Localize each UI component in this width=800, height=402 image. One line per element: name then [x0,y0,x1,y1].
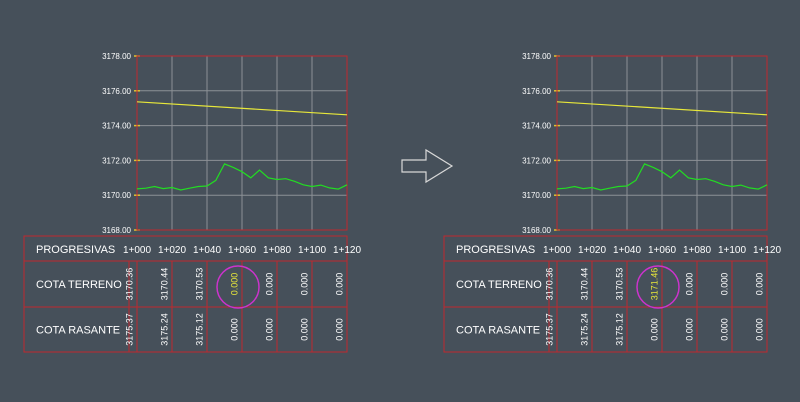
terreno-line [136,163,348,191]
x-tick-label: 1+000 [543,245,572,256]
terreno-value: 3170.36 [544,268,554,301]
terreno-value: 3171.46 [649,268,659,301]
x-tick-label: 1+000 [123,245,152,256]
table-row-label: COTA RASANTE [456,325,540,337]
highlight-circle [636,265,680,309]
rasante-value: 3175.24 [159,313,169,346]
rasante-line [556,101,768,116]
x-tick-label: 1+040 [613,245,642,256]
terreno-value: 3170.53 [614,268,624,301]
y-tick-label: 3170.00 [102,191,131,200]
terreno-value: 0.000 [684,273,694,296]
rasante-value: 3175.12 [194,313,204,346]
y-tick-label: 3176.00 [522,87,551,96]
profile-panel-before: 3168.00 3170.00 3172.00 3174.00 3176.00 3178.… [23,52,362,353]
rasante-value: 0.000 [334,318,344,341]
terreno-value: 3170.36 [124,268,134,301]
highlight-circle [216,265,260,309]
rasante-value: 0.000 [754,318,764,341]
terreno-value: 0.000 [719,273,729,296]
y-tick-label: 3168.00 [102,226,131,235]
terreno-value: 3170.53 [194,268,204,301]
rasante-value: 0.000 [264,318,274,341]
right-arrow-icon [401,148,454,184]
x-tick-label: 1+100 [298,245,327,256]
table-row-label: PROGRESIVAS [36,244,115,256]
terreno-value: 3170.44 [579,268,589,301]
y-tick-label: 3174.00 [522,122,551,131]
rasante-value: 3175.37 [544,313,554,346]
x-tick-label: 1+120 [753,245,782,256]
rasante-value: 3175.12 [614,313,624,346]
rasante-line [136,101,348,116]
x-tick-label: 1+080 [683,245,712,256]
terreno-value: 3170.44 [159,268,169,301]
rasante-value: 0.000 [229,318,239,341]
rasante-value: 0.000 [684,318,694,341]
y-tick-label: 3178.00 [102,52,131,61]
terreno-value: 0.000 [299,273,309,296]
rasante-value: 3175.24 [579,313,589,346]
table-row-label: PROGRESIVAS [456,244,535,256]
y-tick-label: 3174.00 [102,122,131,131]
plot-frame [136,55,348,231]
plot-frame [556,55,768,231]
rasante-value: 0.000 [299,318,309,341]
x-tick-label: 1+100 [718,245,747,256]
x-tick-label: 1+060 [648,245,677,256]
x-tick-label: 1+020 [578,245,607,256]
rasante-value: 0.000 [719,318,729,341]
table-row-label: COTA TERRENO [36,279,122,291]
x-tick-label: 1+120 [333,245,362,256]
table-row-label: COTA TERRENO [456,279,542,291]
terreno-value: 0.000 [229,273,239,296]
x-tick-label: 1+040 [193,245,222,256]
y-tick-label: 3170.00 [522,191,551,200]
y-tick-label: 3172.00 [522,156,551,165]
terreno-value: 0.000 [264,273,274,296]
table-row-label: COTA RASANTE [36,325,120,337]
y-tick-label: 3176.00 [102,87,131,96]
x-tick-label: 1+020 [158,245,187,256]
profile-panel-after: 3168.00 3170.00 3172.00 3174.00 3176.00 3178.… [443,52,782,353]
rasante-value: 0.000 [649,318,659,341]
rasante-value: 3175.37 [124,313,134,346]
x-tick-label: 1+060 [228,245,257,256]
y-tick-label: 3168.00 [522,226,551,235]
x-tick-label: 1+080 [263,245,292,256]
terreno-line [556,163,768,191]
y-tick-label: 3178.00 [522,52,551,61]
terreno-value: 0.000 [334,273,344,296]
terreno-value: 0.000 [754,273,764,296]
y-tick-label: 3172.00 [102,156,131,165]
